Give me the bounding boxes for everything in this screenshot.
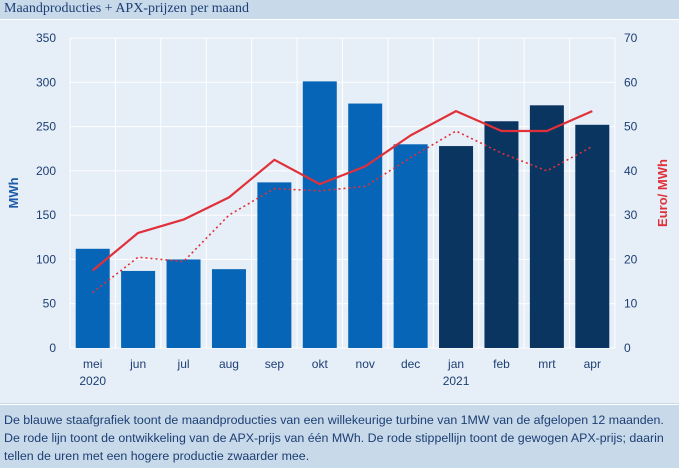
- y-tick-label-right: 10: [624, 297, 638, 311]
- x-tick-label: mei: [83, 357, 102, 371]
- x-tick-label: jun: [129, 357, 146, 371]
- y-tick-label-right: 40: [624, 164, 638, 178]
- y-tick-label-right: 70: [624, 31, 638, 45]
- y-tick-label-right: 60: [624, 75, 638, 89]
- caption-text: De blauwe staafgrafiek toont de maandpro…: [4, 413, 664, 463]
- y-tick-label-left: 0: [49, 341, 56, 355]
- x-tick-label: jan: [447, 357, 464, 371]
- y-tick-label-right: 20: [624, 252, 638, 266]
- x-tick-label: sep: [265, 357, 285, 371]
- y-tick-label-left: 50: [43, 297, 57, 311]
- bar-apr: [575, 124, 610, 348]
- bar-aug: [211, 269, 246, 348]
- bar-feb: [484, 121, 519, 348]
- price-line: [91, 109, 593, 272]
- bar-jan: [439, 146, 474, 348]
- x-tick-label: nov: [356, 357, 375, 371]
- y-axis-title-right: Euro/ MWh: [655, 159, 670, 227]
- bar-sep: [257, 182, 292, 348]
- y-tick-label-right: 30: [624, 208, 638, 222]
- x-tick-label: apr: [584, 357, 601, 371]
- y-tick-label-left: 150: [36, 208, 56, 222]
- bar-jun: [121, 270, 156, 348]
- x-tick-label: mrt: [538, 357, 556, 371]
- chart-title: Maandproducties + APX-prijzen per maand: [4, 1, 250, 16]
- y-tick-label-left: 250: [36, 120, 56, 134]
- y-tick-label-left: 350: [36, 31, 56, 45]
- x-tick-label: dec: [401, 357, 420, 371]
- y-tick-label-left: 100: [36, 252, 56, 266]
- y-tick-label-right: 0: [624, 341, 631, 355]
- x-year-label: 2021: [443, 374, 470, 388]
- bar-okt: [302, 81, 337, 349]
- bar-nov: [348, 103, 383, 349]
- bar-mrt: [529, 105, 564, 348]
- bar-mei: [75, 248, 110, 348]
- y-tick-label-right: 50: [624, 120, 638, 134]
- caption-panel: De blauwe staafgrafiek toont de maandpro…: [0, 404, 679, 468]
- y-axis-title-left: MWh: [6, 177, 21, 208]
- x-tick-label: aug: [219, 357, 239, 371]
- title-bar: Maandproducties + APX-prijzen per maand: [0, 0, 679, 20]
- bar-jul: [166, 259, 201, 348]
- chart-panel: 0 50 100 150 200 250 300 350 0 10 20 30 40 50 60 70 MWh E…: [0, 20, 679, 403]
- x-tick-label: okt: [312, 357, 329, 371]
- combo-chart: 0 50 100 150 200 250 300 350 0 10 20 30 40 50 60 70 MWh E…: [6, 31, 670, 388]
- y-tick-label-left: 300: [36, 75, 56, 89]
- x-tick-label: feb: [493, 357, 510, 371]
- x-year-label: 2020: [79, 374, 106, 388]
- x-tick-label: jul: [177, 357, 190, 371]
- weighted-price-line: [92, 130, 593, 294]
- bar-dec: [393, 144, 428, 348]
- y-tick-label-left: 200: [36, 164, 56, 178]
